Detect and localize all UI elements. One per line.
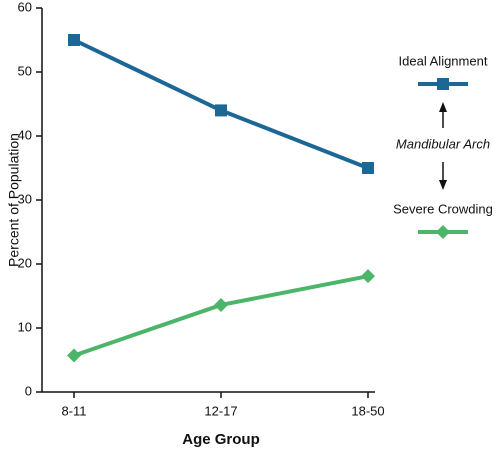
arrow-head <box>439 102 447 112</box>
y-tick-label: 20 <box>18 255 32 270</box>
y-tick-label: 30 <box>18 191 32 206</box>
legend-marker <box>436 225 450 239</box>
legend-label: Ideal Alignment <box>399 53 488 68</box>
arrow-head <box>439 180 447 190</box>
x-axis-label: Age Group <box>182 431 260 448</box>
x-tick-label: 12-17 <box>204 403 237 418</box>
marker <box>214 297 228 312</box>
marker <box>362 162 374 174</box>
series-line <box>73 274 369 358</box>
y-tick-label: 40 <box>18 127 32 142</box>
marker <box>68 34 80 46</box>
y-tick-label: 50 <box>18 63 32 78</box>
legend-marker <box>437 78 449 90</box>
x-tick-label: 8-11 <box>61 403 86 418</box>
y-tick-label: 10 <box>18 319 32 334</box>
legend-label: Severe Crowding <box>393 201 493 216</box>
series-line <box>73 38 369 170</box>
marker <box>361 269 375 284</box>
x-tick-label: 18-50 <box>351 403 384 418</box>
marker <box>67 348 81 363</box>
y-tick-label: 0 <box>25 383 32 398</box>
annotation: Mandibular Arch <box>396 136 490 151</box>
marker <box>215 104 227 117</box>
y-tick-label: 60 <box>18 0 32 14</box>
y-axis-label: Percent of Population <box>6 133 22 267</box>
